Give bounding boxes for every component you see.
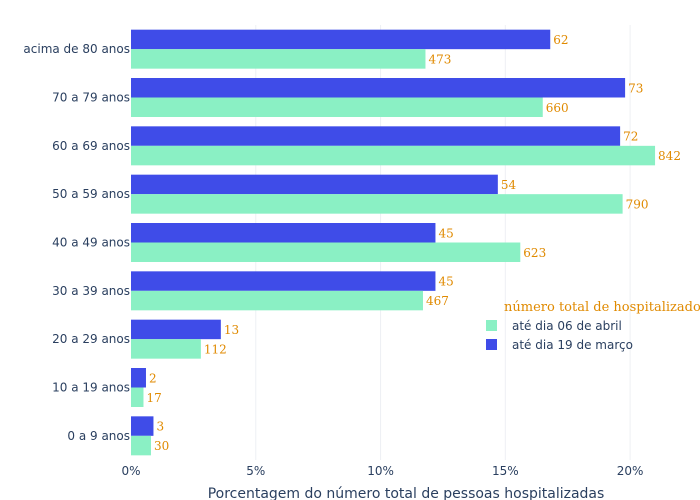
bar-data-label: 45 bbox=[438, 226, 453, 240]
bar-data-label: 45 bbox=[438, 275, 453, 289]
y-tick-label: 20 a 29 anos bbox=[52, 332, 130, 346]
bar[interactable] bbox=[131, 290, 423, 311]
bar[interactable] bbox=[131, 387, 144, 408]
x-axis-tick-labels: 0% 5% 10% 15% 20% bbox=[121, 464, 643, 478]
bar-data-label: 54 bbox=[501, 178, 517, 192]
x-tick-label: 5% bbox=[246, 464, 265, 478]
bar[interactable] bbox=[131, 319, 221, 340]
bar[interactable] bbox=[131, 97, 543, 118]
legend: número total de hospitalizados até dia 0… bbox=[486, 300, 700, 352]
bar[interactable] bbox=[131, 223, 436, 243]
x-tick-label: 10% bbox=[367, 464, 394, 478]
x-tick-label: 20% bbox=[617, 464, 644, 478]
bar-data-label: 73 bbox=[628, 81, 643, 95]
bar-data-label: 13 bbox=[224, 323, 239, 337]
legend-label-abril[interactable]: até dia 06 de abril bbox=[512, 319, 622, 333]
bar[interactable] bbox=[131, 78, 626, 98]
x-axis-title: Porcentagem do número total de pessoas h… bbox=[208, 486, 605, 500]
y-tick-label: 40 a 49 anos bbox=[52, 236, 130, 250]
bar[interactable] bbox=[131, 145, 656, 166]
bar[interactable] bbox=[131, 416, 154, 436]
bar-data-label: 623 bbox=[523, 246, 546, 260]
y-tick-label: 30 a 39 anos bbox=[52, 284, 130, 298]
y-tick-label: 0 a 9 anos bbox=[67, 429, 130, 443]
bar[interactable] bbox=[131, 242, 521, 263]
bar-data-label: 62 bbox=[553, 33, 568, 47]
legend-swatch-marco[interactable] bbox=[486, 339, 497, 350]
legend-title: número total de hospitalizados bbox=[504, 300, 700, 315]
bars: 3 30 2 17 13 112 45 467 45 623 54 790 72 842 73 660 62 47… bbox=[131, 29, 681, 456]
bar[interactable] bbox=[131, 435, 151, 456]
bar-data-label: 2 bbox=[149, 371, 157, 385]
x-tick-label: 0% bbox=[121, 464, 140, 478]
bar-data-label: 72 bbox=[623, 130, 638, 144]
bar-data-label: 842 bbox=[658, 149, 681, 163]
y-axis-tick-labels: 0 a 9 anos 10 a 19 anos 20 a 29 anos 30 a 3… bbox=[23, 42, 130, 443]
y-tick-label: 70 a 79 anos bbox=[52, 91, 130, 105]
bar-data-label: 112 bbox=[204, 342, 227, 356]
x-tick-label: 15% bbox=[492, 464, 519, 478]
bar[interactable] bbox=[131, 271, 436, 291]
y-tick-label: 60 a 69 anos bbox=[52, 139, 130, 153]
bar-data-label: 467 bbox=[426, 294, 449, 308]
y-tick-label: 50 a 59 anos bbox=[52, 187, 130, 201]
legend-swatch-abril[interactable] bbox=[486, 320, 497, 331]
bar[interactable] bbox=[131, 126, 621, 146]
y-tick-label: acima de 80 anos bbox=[23, 42, 130, 56]
legend-label-marco[interactable]: até dia 19 de março bbox=[512, 338, 633, 352]
bar[interactable] bbox=[131, 29, 551, 50]
bar[interactable] bbox=[131, 368, 146, 388]
bar[interactable] bbox=[131, 174, 498, 195]
y-tick-label: 10 a 19 anos bbox=[52, 381, 130, 395]
bar[interactable] bbox=[131, 339, 201, 359]
bar-data-label: 17 bbox=[146, 391, 161, 405]
bar-data-label: 30 bbox=[154, 439, 169, 453]
bar-data-label: 660 bbox=[546, 101, 569, 115]
bar-data-label: 790 bbox=[626, 197, 649, 211]
bar[interactable] bbox=[131, 194, 623, 214]
bar-data-label: 473 bbox=[428, 52, 451, 66]
bar-data-label: 3 bbox=[156, 420, 164, 434]
bar[interactable] bbox=[131, 49, 426, 69]
